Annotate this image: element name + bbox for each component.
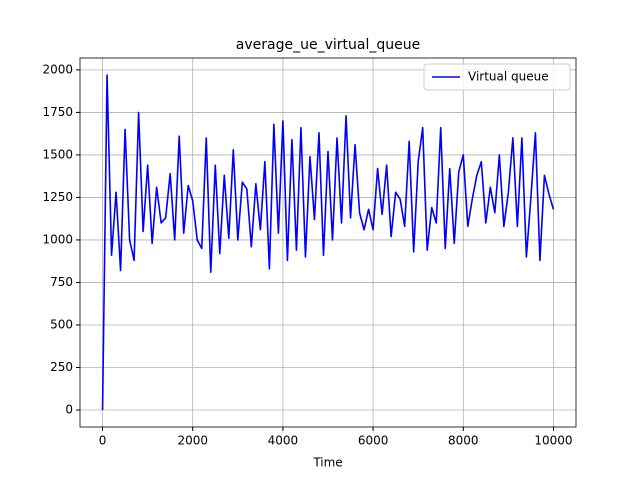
y-tick-label: 1500 bbox=[42, 147, 73, 161]
x-tick-label: 6000 bbox=[358, 434, 389, 448]
y-tick-label: 1000 bbox=[42, 232, 73, 246]
x-tick-label: 2000 bbox=[177, 434, 208, 448]
chart-title: average_ue_virtual_queue bbox=[236, 37, 420, 53]
y-tick-label: 2000 bbox=[42, 62, 73, 76]
y-tick-label: 500 bbox=[50, 317, 73, 331]
x-tick-label: 0 bbox=[99, 434, 107, 448]
y-tick-label: 1750 bbox=[42, 105, 73, 119]
legend-label: Virtual queue bbox=[468, 70, 549, 84]
axes-frame bbox=[79, 57, 577, 428]
data-line bbox=[101, 74, 555, 411]
x-tick-label: 10000 bbox=[534, 434, 572, 448]
x-tick-label: 8000 bbox=[448, 434, 479, 448]
x-axis-label: Time bbox=[312, 456, 342, 470]
legend-box bbox=[423, 63, 571, 91]
x-tick-label: 4000 bbox=[268, 434, 299, 448]
y-tick-label: 1250 bbox=[42, 190, 73, 204]
y-tick-label: 250 bbox=[50, 360, 73, 374]
y-tick-label: 750 bbox=[50, 275, 73, 289]
y-tick-label: 0 bbox=[65, 402, 73, 416]
